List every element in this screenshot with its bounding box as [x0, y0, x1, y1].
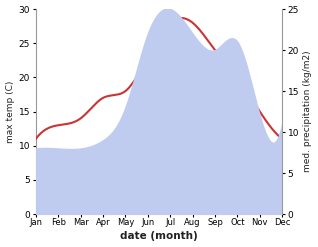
X-axis label: date (month): date (month)	[120, 231, 198, 242]
Y-axis label: max temp (C): max temp (C)	[5, 80, 15, 143]
Y-axis label: med. precipitation (kg/m2): med. precipitation (kg/m2)	[303, 51, 313, 172]
